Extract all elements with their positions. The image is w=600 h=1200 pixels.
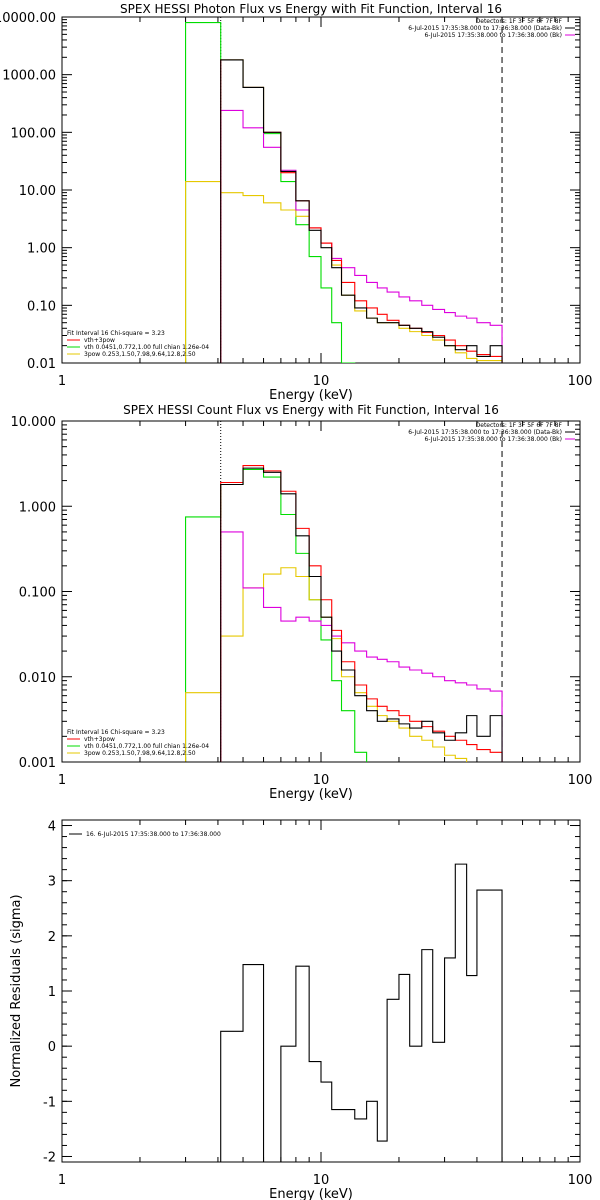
series-line	[185, 531, 503, 762]
x-tick-label: 1	[58, 1173, 66, 1188]
y-tick-label: 1	[48, 985, 56, 1000]
series-group	[185, 22, 503, 363]
x-tick-label: 10	[313, 773, 330, 788]
legend-left-entry: 16. 6-Jul-2015 17:35:38.000 to 17:36:38.…	[86, 831, 221, 838]
y-tick-label: 10.00	[19, 184, 56, 199]
series-line	[185, 109, 503, 363]
legend-right-entry: Detectors: 1F 3F 5F 6F 7F 8F	[476, 18, 563, 25]
y-tick-label: 3	[48, 875, 56, 890]
chart-title: SPEX HESSI Photon Flux vs Energy with Fi…	[120, 2, 502, 16]
legend-left-entry: vth 0.0451,0.772,1.00 full chian 1.26e-0…	[84, 344, 209, 351]
y-tick-label: 0.010	[19, 671, 56, 686]
x-tick-label: 1	[58, 374, 66, 389]
count-flux-panel: SPEX HESSI Count Flux vs Energy with Fit…	[11, 403, 593, 802]
y-tick-label: 1.000	[19, 500, 56, 515]
series-line	[185, 467, 503, 762]
legend-right-entry: 6-Jul-2015 17:35:38.000 to 17:36:38.000 …	[424, 436, 562, 443]
x-axis-label: Energy (keV)	[269, 787, 353, 802]
x-tick-label: 100	[568, 773, 593, 788]
y-tick-label: 1000.00	[2, 69, 56, 84]
legend-left-entry: vth+3pow	[84, 736, 115, 743]
series-group	[185, 465, 503, 762]
y-tick-label: 10000.00	[0, 11, 56, 26]
legend-right-entry: Detectors: 1F 3F 5F 6F 7F 8F	[476, 422, 563, 429]
x-tick-label: 100	[568, 374, 593, 389]
legend-right-entry: 6-Jul-2015 17:35:38.000 to 17:36:38.000 …	[408, 429, 562, 436]
x-tick-label: 100	[568, 1173, 593, 1188]
x-tick-label: 10	[313, 374, 330, 389]
y-tick-label: 4	[48, 820, 56, 835]
x-tick-label: 1	[58, 773, 66, 788]
x-axis-label: Energy (keV)	[269, 388, 353, 403]
y-tick-label: -2	[43, 1150, 56, 1165]
y-tick-label: 0	[48, 1040, 56, 1055]
legend-left-entry: 3pow 0.253,1.50,7.98,9.64,12.8,2.50	[84, 351, 196, 358]
series-line	[185, 465, 503, 762]
series-line	[220, 863, 503, 1162]
y-tick-label: 1.00	[27, 242, 56, 257]
y-tick-label: -1	[43, 1095, 56, 1110]
legend-left-entry: vth+3pow	[84, 337, 115, 344]
x-axis-label: Energy (keV)	[269, 1187, 353, 1200]
y-tick-label: 10.000	[11, 415, 57, 430]
y-tick-label: 0.001	[19, 756, 56, 771]
legend-right-entry: 6-Jul-2015 17:35:38.000 to 17:36:38.000 …	[408, 25, 562, 32]
residuals-panel: 1 10 100 -2 -1 0 1 2 3 4 Energy (keV) Normalized Re…	[9, 819, 593, 1200]
y-tick-label: 0.100	[19, 586, 56, 601]
y-tick-label: 0.01	[27, 357, 56, 372]
y-axis-label: Normalized Residuals (sigma)	[9, 894, 24, 1087]
photon-flux-panel: SPEX HESSI Photon Flux vs Energy with Fi…	[0, 2, 592, 403]
series-group	[220, 863, 503, 1162]
legend-left-entry: Fit Interval 16 Chi-square = 3.23	[67, 729, 165, 736]
chart-title: SPEX HESSI Count Flux vs Energy with Fit…	[123, 403, 499, 417]
legend-left-entry: 3pow 0.253,1.50,7.98,9.64,12.8,2.50	[84, 750, 196, 757]
series-line	[185, 59, 503, 363]
y-tick-label: 2	[48, 930, 56, 945]
x-tick-label: 10	[313, 1173, 330, 1188]
legend-right-entry: 6-Jul-2015 17:35:38.000 to 17:36:38.000 …	[424, 32, 562, 39]
y-tick-label: 100.00	[11, 126, 57, 141]
legend-left-entry: Fit Interval 16 Chi-square = 3.23	[67, 330, 165, 337]
y-tick-label: 0.10	[27, 299, 56, 314]
legend-left-entry: vth 0.0451,0.772,1.00 full chian 1.26e-0…	[84, 743, 209, 750]
